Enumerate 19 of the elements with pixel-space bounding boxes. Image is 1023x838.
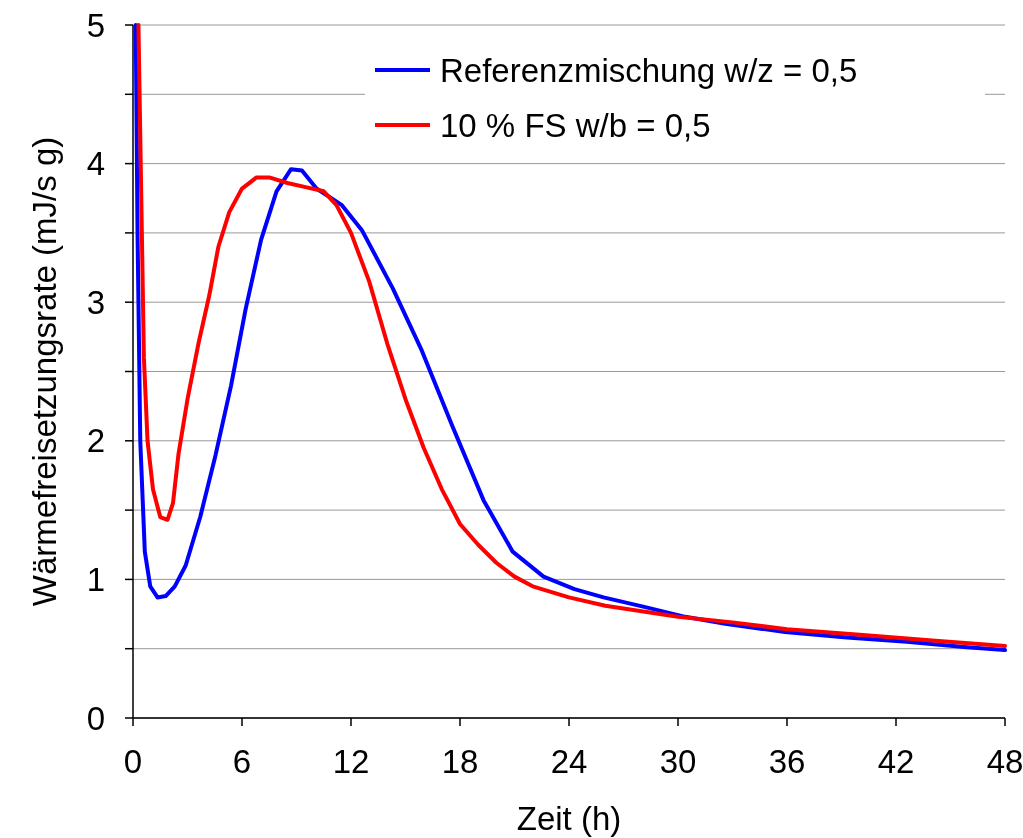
y-tick-label: 3 xyxy=(86,283,105,321)
x-tick-label: 42 xyxy=(877,743,915,780)
x-tick-label: 24 xyxy=(550,743,588,780)
y-axis-title: Wärmefreisetzungsrate (mJ/s g) xyxy=(26,136,63,607)
y-tick-label: 5 xyxy=(86,6,105,44)
y-tick-label: 1 xyxy=(86,560,105,598)
x-tick-label: 0 xyxy=(123,743,143,780)
x-tick-label: 18 xyxy=(441,743,479,780)
y-tick-label: 2 xyxy=(86,422,105,460)
x-tick-label: 48 xyxy=(986,743,1023,780)
y-tick-label: 4 xyxy=(86,145,105,183)
y-tick-label: 0 xyxy=(86,699,105,737)
legend-label: 10 % FS w/b = 0,5 xyxy=(440,106,711,144)
x-tick-label: 6 xyxy=(232,743,252,780)
x-tick-label: 36 xyxy=(768,743,806,780)
legend-label: Referenzmischung w/z = 0,5 xyxy=(440,51,858,89)
x-tick-label: 12 xyxy=(332,743,370,780)
x-tick-label: 30 xyxy=(659,743,697,780)
x-axis-title: Zeit (h) xyxy=(516,800,622,837)
